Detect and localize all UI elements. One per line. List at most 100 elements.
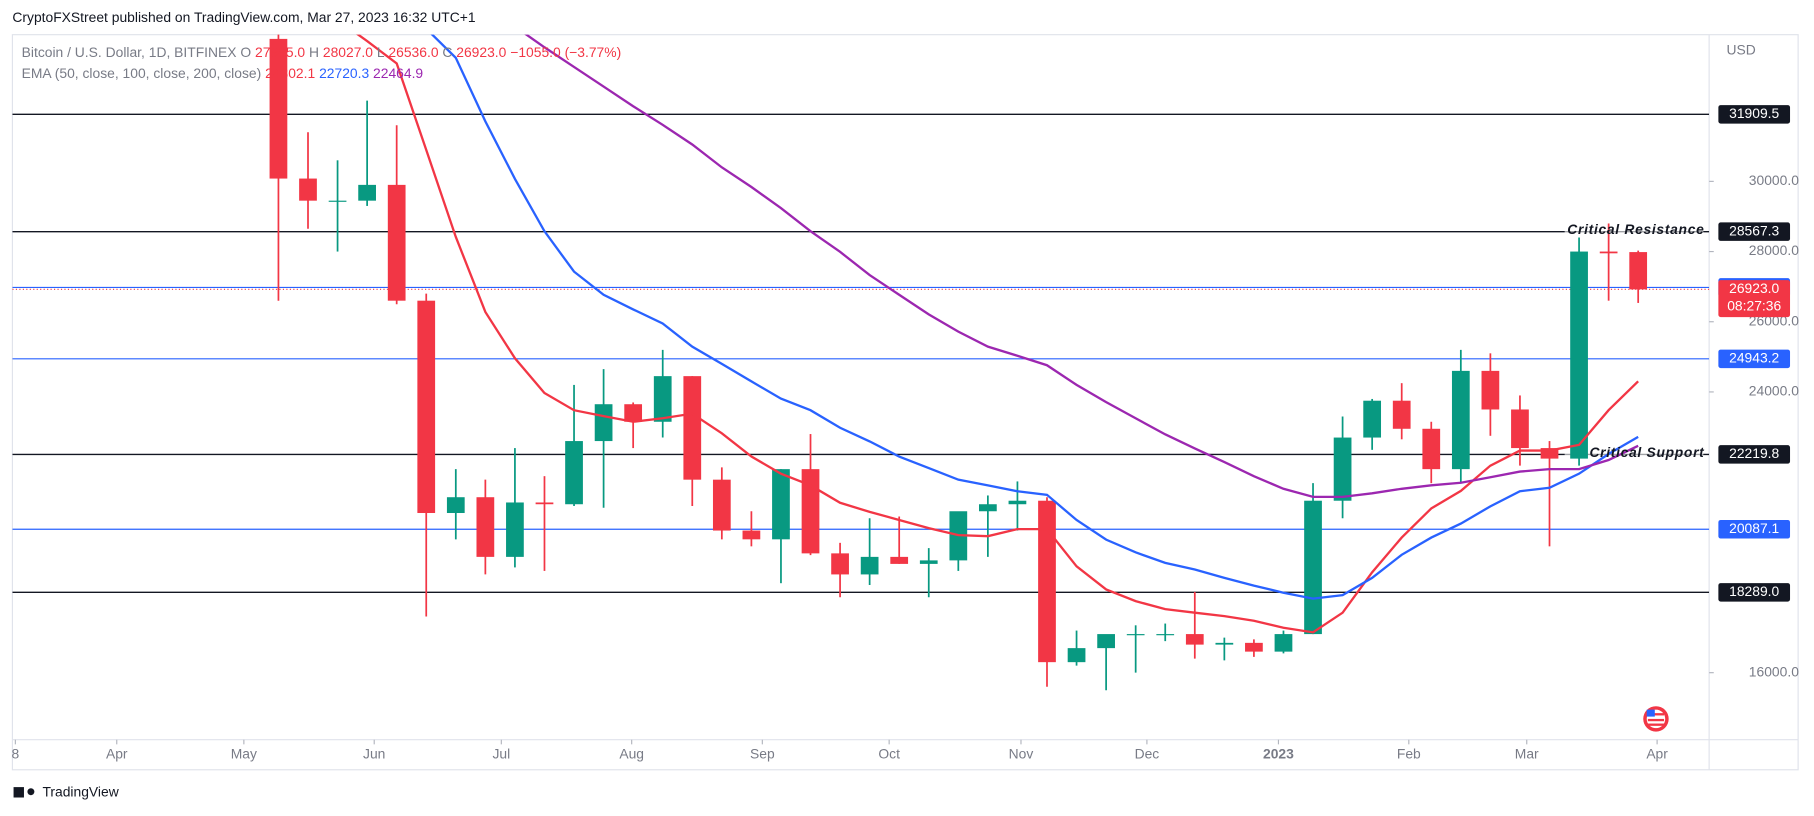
candle-body bbox=[1126, 634, 1145, 636]
candle-body bbox=[594, 404, 613, 442]
candle-body bbox=[358, 184, 376, 201]
candle-body bbox=[506, 502, 524, 557]
legend-key: H bbox=[309, 44, 319, 60]
ema-line bbox=[430, 34, 1639, 600]
indicator-value: 24302.1 bbox=[265, 65, 315, 81]
indicator-value: 22720.3 bbox=[319, 65, 369, 81]
candle-body bbox=[476, 497, 495, 557]
candle-body bbox=[653, 376, 672, 422]
x-tick-label: Feb bbox=[1397, 745, 1421, 761]
tradingview-logo bbox=[13, 787, 35, 798]
candle-body bbox=[1451, 370, 1470, 470]
x-tick-label: Nov bbox=[1009, 745, 1034, 761]
candle-body bbox=[1392, 400, 1411, 429]
x-tick-label: Jul bbox=[492, 745, 510, 761]
indicator-name: EMA (50, close, 100, close, 200, close) bbox=[22, 65, 262, 81]
countdown: 08:27:36 bbox=[1727, 297, 1781, 313]
candle-body bbox=[1570, 251, 1588, 459]
legend-value: 26536.0 bbox=[388, 44, 438, 60]
legend-value: 28027.0 bbox=[323, 44, 373, 60]
legend-change: −1055.0 (−3.77%) bbox=[510, 44, 621, 60]
candle-body bbox=[919, 560, 938, 564]
level-label: 20087.1 bbox=[1729, 520, 1779, 536]
level-label-box bbox=[1718, 222, 1791, 241]
footer: TradingView bbox=[42, 784, 119, 800]
candle-body bbox=[1067, 648, 1086, 663]
x-tick-label: Jun bbox=[363, 745, 385, 761]
y-tick-label: 30000.0 bbox=[1749, 172, 1799, 188]
candle-body bbox=[328, 200, 347, 202]
x-tick-label: 8 bbox=[12, 745, 20, 761]
candle-body bbox=[683, 376, 702, 480]
candle-body bbox=[299, 178, 317, 201]
level-label: 24943.2 bbox=[1729, 349, 1779, 365]
last-price-box bbox=[1718, 280, 1791, 318]
level-label-box bbox=[1718, 445, 1791, 464]
last-price-label: 26923.0 bbox=[1729, 280, 1779, 296]
annotation-bg bbox=[1564, 222, 1704, 241]
level-label-box bbox=[1718, 520, 1791, 539]
legend-key: C bbox=[442, 44, 452, 60]
indicator-value: 22464.9 bbox=[373, 65, 423, 81]
candle-body bbox=[1156, 634, 1175, 636]
candle-body bbox=[387, 184, 406, 301]
candle-body bbox=[1599, 251, 1618, 254]
x-tick-label: Mar bbox=[1515, 745, 1539, 761]
candle-body bbox=[712, 479, 731, 531]
candle-body bbox=[1038, 500, 1056, 663]
candle-body bbox=[1540, 448, 1559, 459]
legend-value: 27985.0 bbox=[255, 44, 305, 60]
x-tick-label: Oct bbox=[878, 745, 900, 761]
x-tick-label: Apr bbox=[1646, 745, 1668, 761]
legend-line: Bitcoin / U.S. Dollar, 1D, BITFINEX O 27… bbox=[22, 44, 622, 60]
indicator-legend: EMA (50, close, 100, close, 200, close) … bbox=[22, 65, 424, 81]
candle-body bbox=[1008, 500, 1027, 505]
x-tick-label: Aug bbox=[619, 745, 644, 761]
candle-body bbox=[1215, 642, 1234, 645]
candle-body bbox=[1481, 370, 1500, 410]
candle-body bbox=[742, 530, 761, 540]
level-label-box bbox=[1718, 105, 1791, 124]
level-label: 31909.5 bbox=[1729, 105, 1779, 121]
candle-body bbox=[624, 404, 643, 422]
plot-area bbox=[12, 34, 1710, 691]
x-tick-label: 2023 bbox=[1263, 745, 1294, 761]
y-tick-label: 24000.0 bbox=[1749, 383, 1799, 399]
x-tick-label: May bbox=[231, 745, 257, 761]
frame bbox=[11, 34, 1799, 771]
candle-body bbox=[1274, 634, 1293, 652]
byline: CryptoFXStreet published on TradingView.… bbox=[12, 9, 475, 25]
level-label-box bbox=[1718, 349, 1791, 369]
candle-body bbox=[1422, 428, 1441, 470]
candle-body bbox=[979, 504, 997, 512]
candle-body bbox=[1363, 400, 1382, 438]
x-tick-label: Dec bbox=[1135, 745, 1160, 761]
level-label: 28567.3 bbox=[1729, 222, 1779, 238]
candle-body bbox=[446, 497, 465, 514]
legend-key: L bbox=[377, 44, 385, 60]
candle-body bbox=[535, 502, 554, 505]
candle-body bbox=[772, 469, 790, 540]
candle-body bbox=[890, 556, 909, 564]
candle-body bbox=[565, 441, 583, 505]
candle-body bbox=[1304, 500, 1322, 635]
y-tick-label: 28000.0 bbox=[1749, 242, 1799, 258]
candle-body bbox=[1511, 409, 1529, 449]
level-label: 18289.0 bbox=[1729, 583, 1779, 599]
x-tick-label: Apr bbox=[106, 745, 128, 761]
candle-body bbox=[1245, 642, 1263, 652]
candle-body bbox=[860, 556, 879, 575]
legend-symbol: Bitcoin / U.S. Dollar, 1D, BITFINEX bbox=[22, 44, 237, 60]
annotation: Critical Resistance bbox=[1567, 221, 1704, 237]
level-label: 22219.8 bbox=[1729, 445, 1779, 461]
candle-body bbox=[1333, 437, 1352, 501]
x-tick-label: Sep bbox=[750, 745, 775, 761]
candle-body bbox=[1097, 634, 1115, 649]
legend-key: O bbox=[240, 44, 251, 60]
level-label-box bbox=[1718, 583, 1791, 602]
candle-body bbox=[801, 469, 820, 554]
candle-body bbox=[1185, 634, 1204, 645]
ema-line bbox=[524, 34, 1639, 499]
